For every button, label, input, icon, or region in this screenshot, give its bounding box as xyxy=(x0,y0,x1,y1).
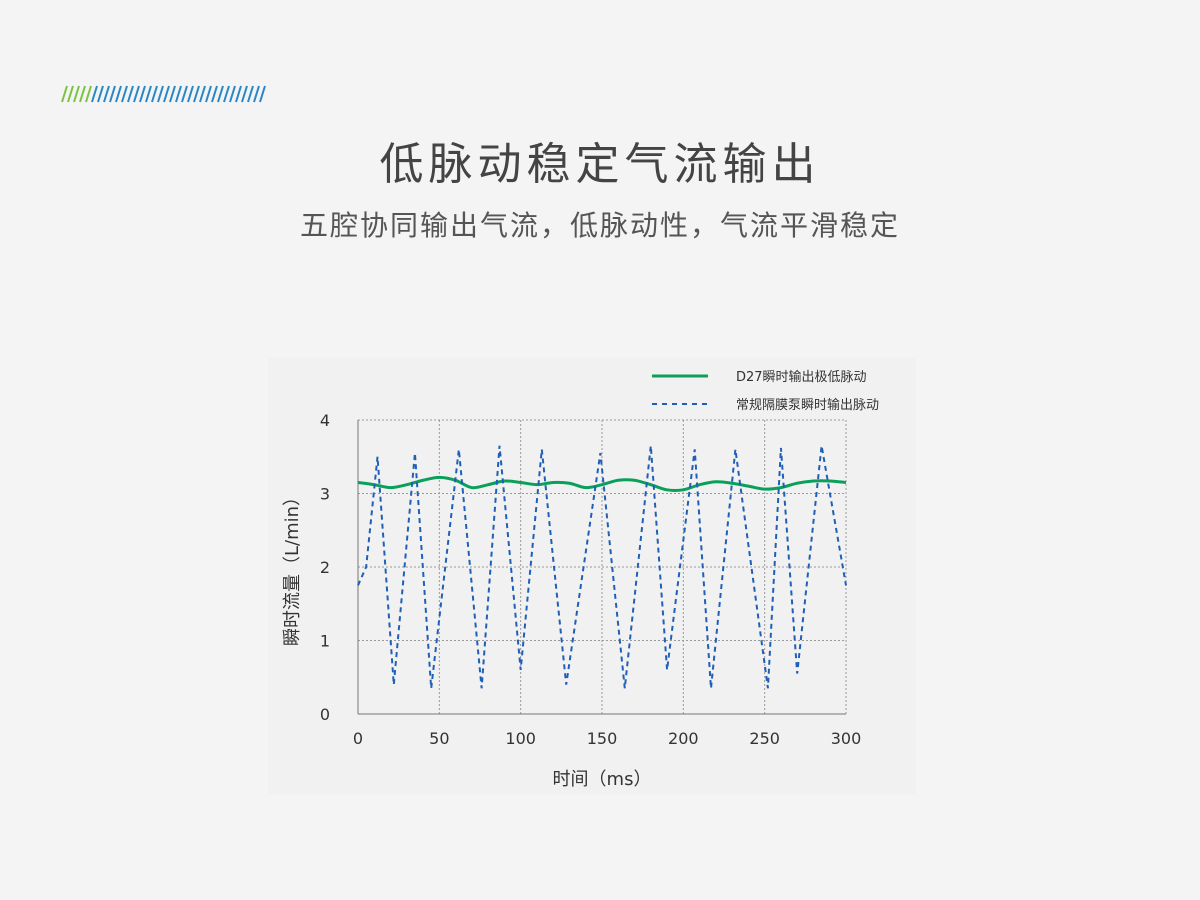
x-tick-label: 150 xyxy=(587,729,618,748)
stripe-mark xyxy=(115,85,122,103)
flow-chart: 0 1 2 3 4 0 50 100 150 200 250 300 时间（ms） 瞬时流量（L/m… xyxy=(282,369,879,790)
x-tick-label: 50 xyxy=(429,729,449,748)
stripe-mark xyxy=(61,85,68,103)
y-tick-label: 4 xyxy=(320,411,330,430)
stripe-mark xyxy=(241,85,248,103)
stripe-mark xyxy=(199,85,206,103)
stripe-mark xyxy=(247,85,254,103)
legend: D27瞬时输出极低脉动 常规隔膜泵瞬时输出脉动 xyxy=(652,369,879,413)
stripe-mark xyxy=(73,85,80,103)
decorative-stripes xyxy=(61,85,266,103)
stripe-mark xyxy=(103,85,110,103)
stripe-mark xyxy=(217,85,224,103)
stripe-mark xyxy=(181,85,188,103)
stripe-mark xyxy=(91,85,98,103)
y-tick-labels: 0 1 2 3 4 xyxy=(320,411,330,724)
y-tick-label: 2 xyxy=(320,558,330,577)
stripe-mark xyxy=(67,85,74,103)
stripe-mark xyxy=(97,85,104,103)
y-tick-label: 0 xyxy=(320,705,330,724)
series-line-blue xyxy=(357,445,847,689)
x-tick-labels: 0 50 100 150 200 250 300 xyxy=(353,729,861,748)
stripe-mark xyxy=(151,85,158,103)
x-tick-label: 100 xyxy=(505,729,536,748)
stripe-mark xyxy=(211,85,218,103)
x-tick-label: 300 xyxy=(831,729,862,748)
stripe-mark xyxy=(253,85,260,103)
stripe-mark xyxy=(127,85,134,103)
stripe-mark xyxy=(145,85,152,103)
y-tick-label: 1 xyxy=(320,632,330,651)
stripe-mark xyxy=(205,85,212,103)
page-title: 低脉动稳定气流输出 xyxy=(379,139,821,190)
stripe-mark xyxy=(187,85,194,103)
stripe-mark xyxy=(259,85,266,103)
stripe-mark xyxy=(133,85,140,103)
stripe-mark xyxy=(139,85,146,103)
stripe-mark xyxy=(121,85,128,103)
stripe-mark xyxy=(157,85,164,103)
legend-label-blue: 常规隔膜泵瞬时输出脉动 xyxy=(736,397,879,413)
stripe-mark xyxy=(79,85,86,103)
stripe-mark xyxy=(109,85,116,103)
y-tick-label: 3 xyxy=(320,485,330,504)
chart-panel: 0 1 2 3 4 0 50 100 150 200 250 300 时间（ms） 瞬时流量（L/m… xyxy=(268,358,916,794)
stripe-mark xyxy=(175,85,182,103)
stripe-mark xyxy=(229,85,236,103)
x-tick-label: 250 xyxy=(749,729,780,748)
x-tick-label: 0 xyxy=(353,729,363,748)
stripe-mark xyxy=(85,85,92,103)
x-tick-label: 200 xyxy=(668,729,699,748)
y-axis-label: 瞬时流量（L/min） xyxy=(282,488,303,646)
x-axis-label: 时间（ms） xyxy=(553,769,652,790)
stripe-mark xyxy=(193,85,200,103)
stripe-mark xyxy=(223,85,230,103)
stripe-mark xyxy=(169,85,176,103)
stripe-mark xyxy=(235,85,242,103)
series-lines xyxy=(357,445,847,689)
page-subtitle: 五腔协同输出气流，低脉动性，气流平滑稳定 xyxy=(299,209,900,242)
stripe-mark xyxy=(163,85,170,103)
legend-label-green: D27瞬时输出极低脉动 xyxy=(736,369,867,385)
series-line-green xyxy=(357,475,847,492)
